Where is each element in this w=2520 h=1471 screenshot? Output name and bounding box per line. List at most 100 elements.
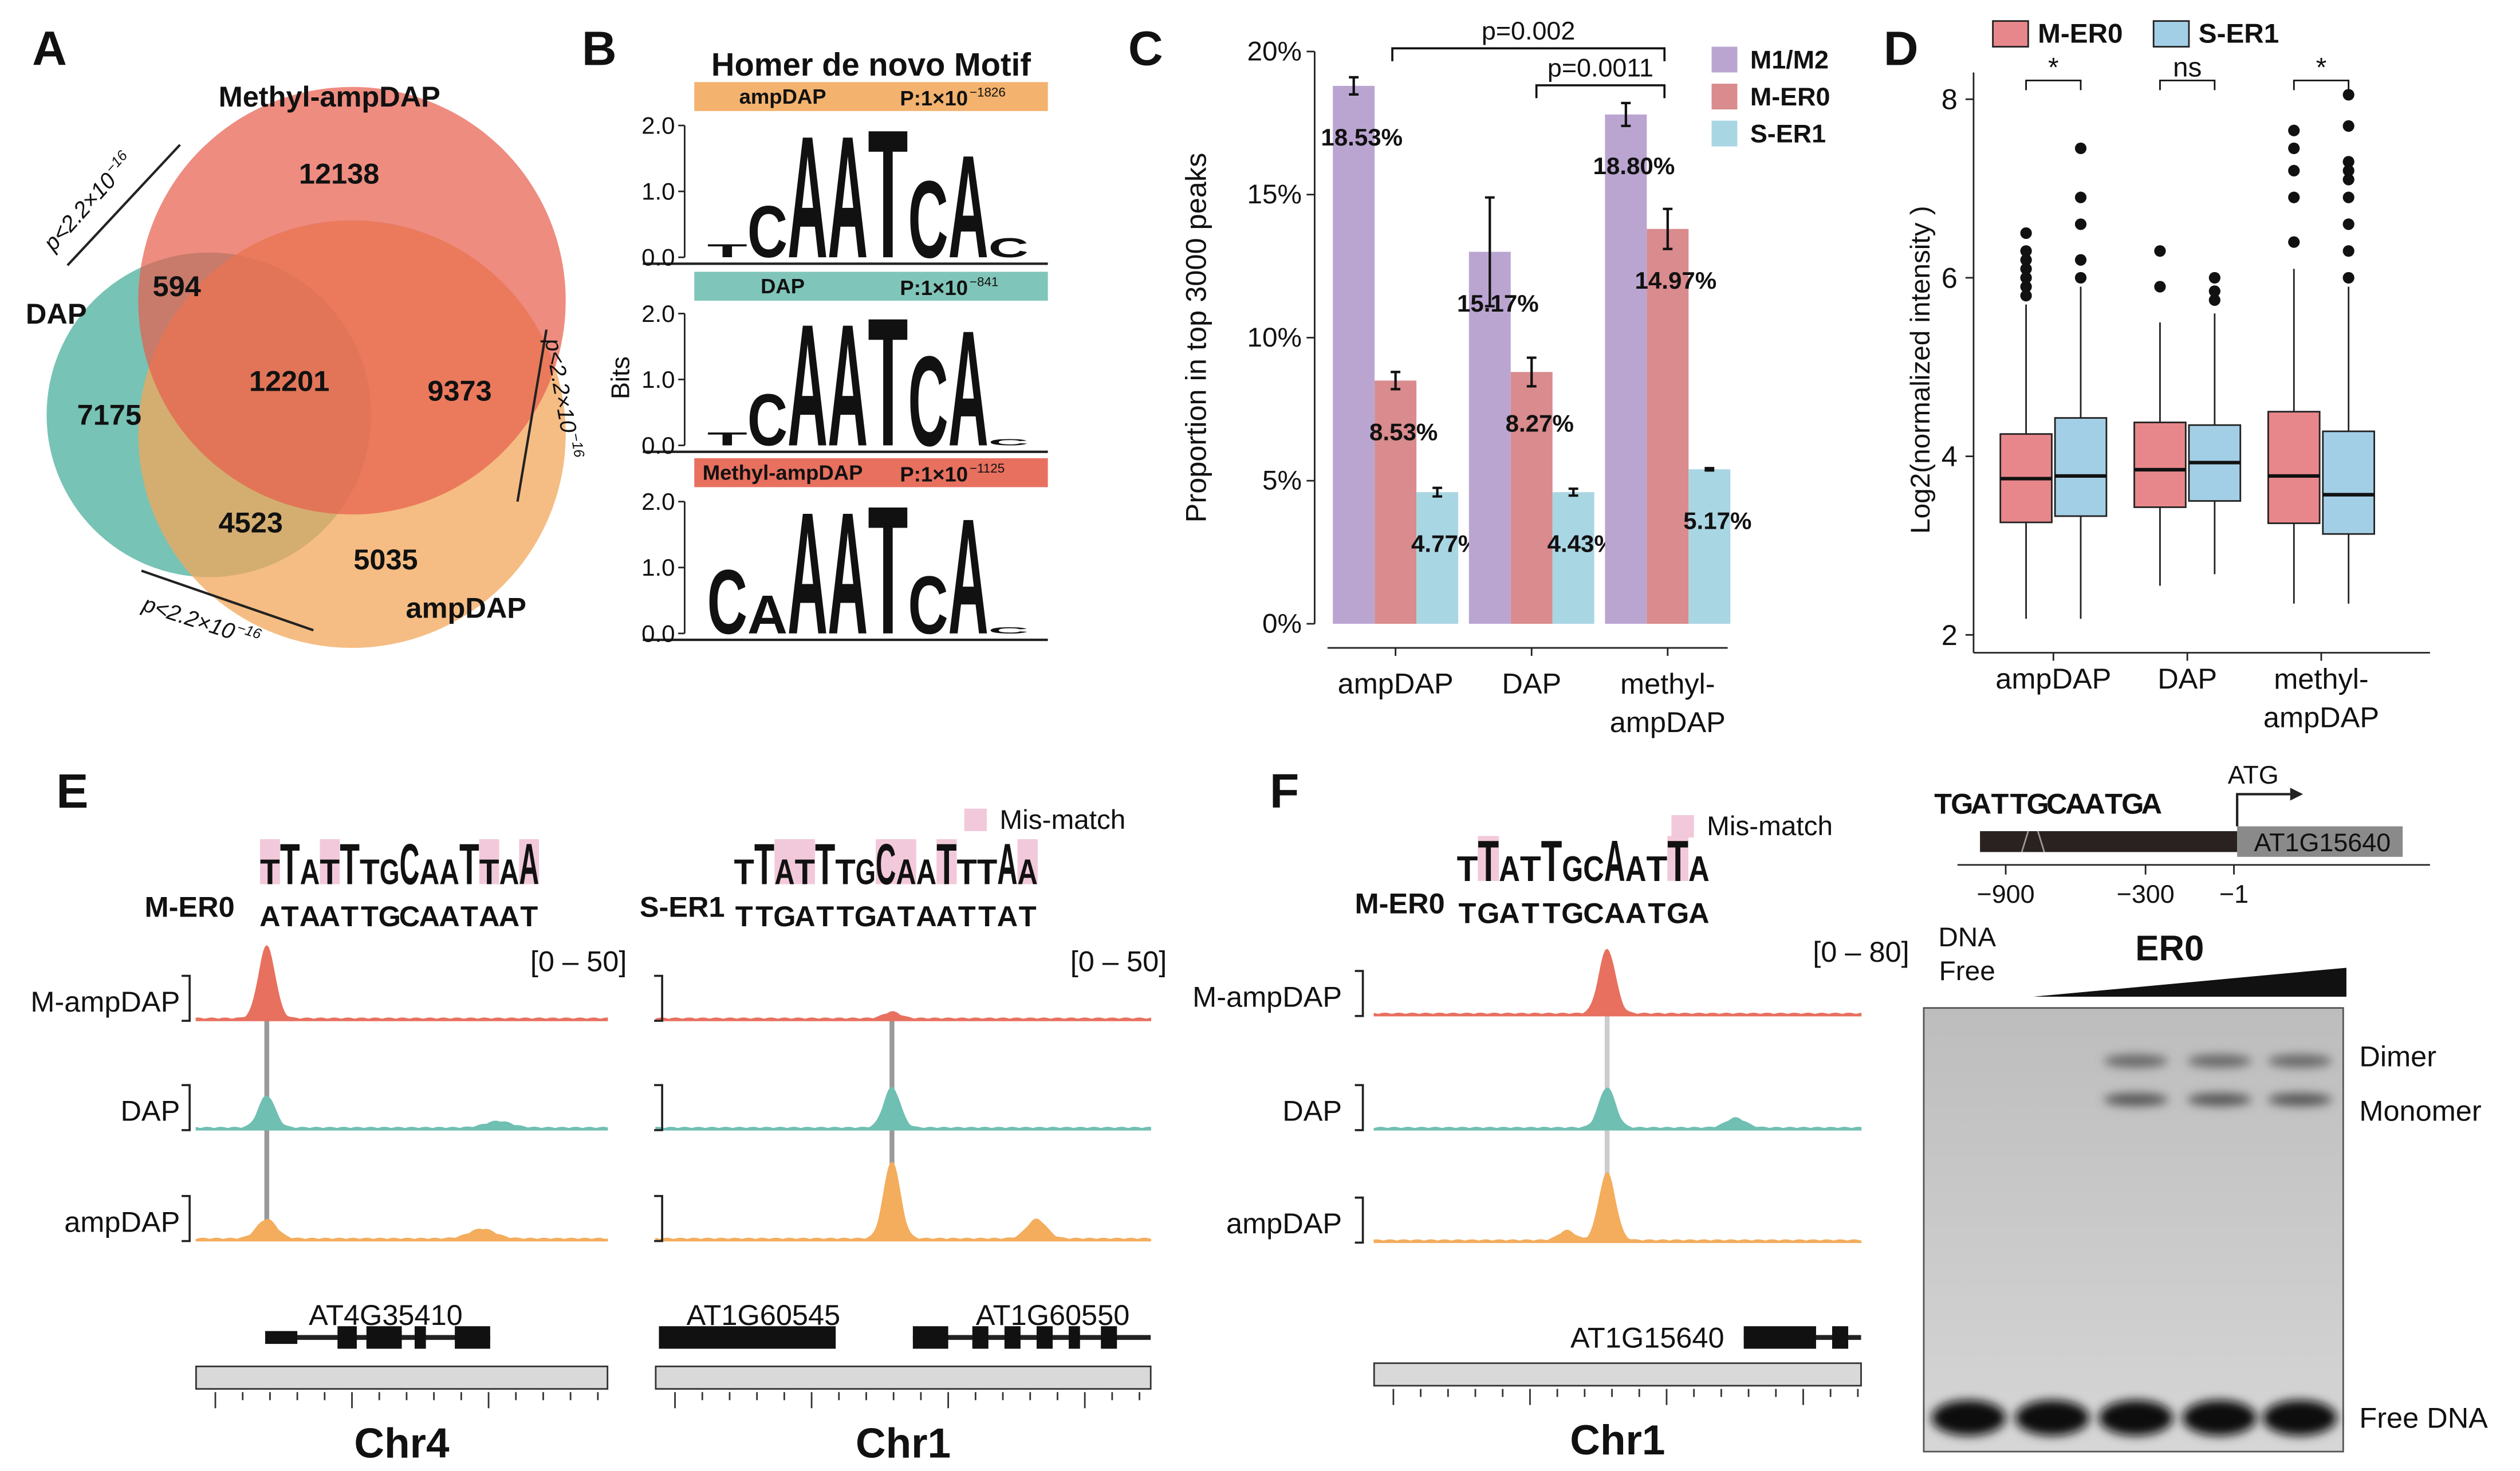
x-tick-label: methyl-ampDAP (2263, 662, 2379, 733)
sequence-letter: T (2105, 788, 2123, 820)
value-label: 5.17% (1683, 508, 1751, 534)
sequence-letter: A (1688, 897, 1709, 930)
error-bar (1432, 486, 1443, 498)
outlier (2288, 236, 2300, 248)
sequence-letter: T (361, 900, 379, 933)
motif-label: M-ER0 (145, 890, 235, 923)
logo-letter: T (956, 852, 977, 892)
outlier (2020, 272, 2032, 284)
logo-letter: T (479, 852, 499, 892)
gene-name: AT4G35410 (309, 1299, 463, 1331)
signal-track (655, 1087, 1151, 1131)
band (2182, 1400, 2257, 1436)
sequence-letter: A (419, 900, 440, 933)
mismatch-highlight (320, 839, 340, 884)
outlier (2154, 281, 2166, 293)
motif-name: DAP (761, 274, 805, 298)
sequence-letter: T (1522, 897, 1539, 930)
exon (1004, 1326, 1021, 1349)
band (2104, 1055, 2168, 1068)
signal-track (1373, 949, 1862, 1017)
sequence-letter: T (1019, 900, 1037, 933)
error-bar (1349, 76, 1359, 96)
logo-letter: C (876, 832, 896, 896)
mismatch-highlight (479, 839, 499, 884)
y-tick-label: 0.0 (641, 620, 675, 647)
logo-letter: C (707, 551, 747, 654)
outlier (2342, 89, 2354, 101)
bracket (2159, 80, 2216, 91)
outlier (2074, 142, 2087, 155)
bracket (2293, 80, 2350, 91)
logo-letter: A (788, 476, 828, 670)
motif-p: P:1×10 (900, 463, 968, 486)
band (2267, 1055, 2332, 1068)
legend-swatch (2152, 20, 2190, 48)
exon (366, 1326, 402, 1349)
bar (1552, 492, 1594, 624)
exon (1036, 1326, 1053, 1349)
legend-label: M1/M2 (1750, 45, 1829, 74)
logo-letter: C (908, 329, 948, 473)
logo-letter: G (856, 852, 876, 892)
motif-p-exp: −1125 (970, 461, 1005, 475)
region-count: 5035 (353, 543, 418, 576)
outlier (2342, 191, 2354, 203)
outlier (2154, 245, 2166, 257)
exon (659, 1326, 836, 1349)
legend-swatch (1711, 46, 1738, 73)
logo-letter: T (1478, 829, 1499, 894)
motif-p: P:1×10 (900, 86, 968, 110)
set-label: DAP (26, 297, 87, 330)
logo-letter: T (1646, 849, 1667, 888)
outlier (2208, 294, 2220, 306)
axis-label: Proportion in top 3000 peaks (1179, 153, 1212, 523)
y-tick-label: 2.0 (641, 300, 675, 327)
logo-letter: T (260, 852, 280, 892)
lane-label: DNA Free (1938, 922, 1996, 986)
outlier (2288, 124, 2300, 136)
value-label: 18.80% (1593, 152, 1675, 179)
band (2015, 1400, 2089, 1436)
box (2267, 411, 2321, 524)
logo-letter: A (896, 852, 916, 892)
tss-arrow (2236, 793, 2290, 827)
sequence-letter: G (1561, 897, 1584, 930)
sequence-letter: A (916, 900, 936, 933)
value-label: 4.77% (1411, 530, 1479, 557)
y-tick-label: 8 (1942, 83, 1958, 116)
exon (1832, 1326, 1849, 1349)
logo-letter: A (1625, 849, 1647, 889)
bracket (2025, 80, 2082, 91)
logo-letter: T (936, 832, 956, 897)
sequence-letter: A (1499, 897, 1519, 930)
axis-label: Log2(normalized intensity ) (1905, 206, 1936, 534)
sequence-letter: A (300, 900, 320, 933)
sequence-letter: T (958, 900, 976, 933)
x-tick-label: ampDAP (1995, 662, 2111, 695)
logo-letter: T (795, 852, 816, 892)
value-label: 4.43% (1548, 530, 1616, 557)
logo-letter: A (828, 288, 868, 482)
motif-header (694, 82, 1048, 111)
sequence-letter: A (2084, 788, 2105, 820)
outlier (2020, 281, 2032, 293)
bar (1375, 380, 1417, 624)
panel-label: D (1884, 21, 1919, 75)
motif-p-exp: −841 (970, 275, 999, 289)
annotation: * (2048, 53, 2059, 83)
y-tick-label: 0.0 (641, 432, 675, 459)
motif-p: P:1×10 (900, 276, 968, 300)
region-count: 12138 (299, 158, 379, 190)
band (2104, 1093, 2168, 1106)
legend-label: S-ER1 (2199, 19, 2279, 49)
error-bar (1621, 101, 1631, 127)
y-tick-label: 1.0 (641, 366, 675, 393)
sequence-letter: T (816, 900, 834, 933)
logo-letter: A (828, 100, 868, 294)
exon (912, 1326, 948, 1349)
sequence-letter: A (794, 900, 815, 933)
track-bracket (1354, 970, 1364, 1017)
mismatch-highlight (876, 839, 896, 884)
logo-letter: A (948, 125, 989, 289)
